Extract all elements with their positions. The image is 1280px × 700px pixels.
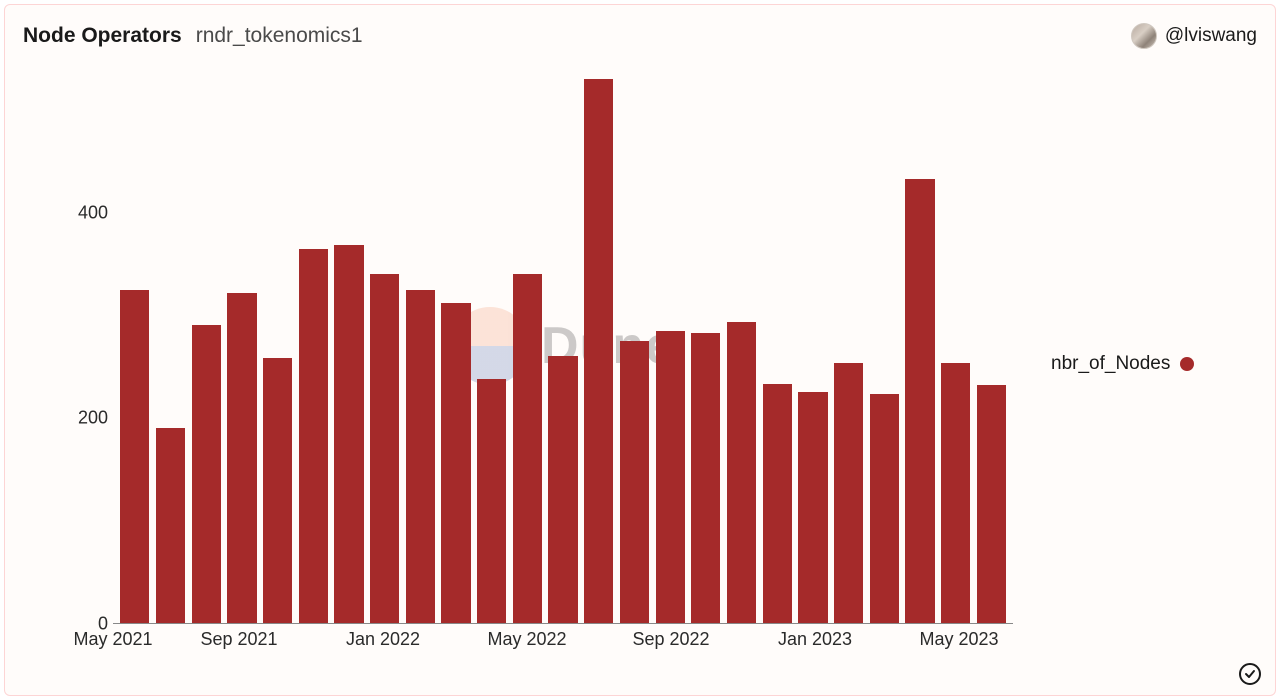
title-group: Node Operators rndr_tokenomics1 [23, 24, 363, 48]
bar[interactable] [617, 69, 653, 623]
x-tick-label: Jan 2022 [346, 629, 420, 650]
legend-marker-icon [1180, 357, 1194, 371]
bar[interactable] [831, 69, 867, 623]
legend: nbr_of_Nodes [1033, 59, 1253, 669]
bar[interactable] [474, 69, 510, 623]
plot-area: 0200400 Dune May 2021Sep 2021Jan 2022May… [23, 59, 1033, 669]
chart-body: 0200400 Dune May 2021Sep 2021Jan 2022May… [23, 59, 1257, 669]
bar[interactable] [260, 69, 296, 623]
bar[interactable] [902, 69, 938, 623]
avatar [1131, 23, 1157, 49]
y-tick-label: 200 [38, 408, 108, 429]
bar[interactable] [295, 69, 331, 623]
plot: Dune [113, 69, 1013, 624]
bar[interactable] [866, 69, 902, 623]
bar[interactable] [438, 69, 474, 623]
x-tick-label: May 2022 [487, 629, 566, 650]
chart-title: Node Operators [23, 24, 182, 48]
y-tick-label: 400 [38, 202, 108, 223]
bar[interactable] [795, 69, 831, 623]
chart-card: Node Operators rndr_tokenomics1 @lviswan… [4, 4, 1276, 696]
bar[interactable] [367, 69, 403, 623]
author-link[interactable]: @lviswang [1131, 23, 1257, 49]
bar[interactable] [188, 69, 224, 623]
chart-subtitle: rndr_tokenomics1 [196, 24, 363, 48]
x-tick-label: Sep 2022 [632, 629, 709, 650]
author-handle: @lviswang [1165, 25, 1257, 47]
bar[interactable] [938, 69, 974, 623]
bar[interactable] [724, 69, 760, 623]
bar-series [113, 69, 1013, 623]
bar[interactable] [652, 69, 688, 623]
checkmark-icon[interactable] [1239, 663, 1261, 685]
x-tick-label: May 2021 [73, 629, 152, 650]
bar[interactable] [510, 69, 546, 623]
bar[interactable] [224, 69, 260, 623]
x-axis-ticks: May 2021Sep 2021Jan 2022May 2022Sep 2022… [113, 629, 1013, 657]
bar[interactable] [153, 69, 189, 623]
bar[interactable] [688, 69, 724, 623]
legend-label: nbr_of_Nodes [1051, 353, 1170, 375]
x-tick-label: May 2023 [919, 629, 998, 650]
x-tick-label: Sep 2021 [200, 629, 277, 650]
bar[interactable] [545, 69, 581, 623]
x-tick-label: Jan 2023 [778, 629, 852, 650]
bar[interactable] [581, 69, 617, 623]
bar[interactable] [403, 69, 439, 623]
bar[interactable] [331, 69, 367, 623]
bar[interactable] [117, 69, 153, 623]
bar[interactable] [974, 69, 1010, 623]
header: Node Operators rndr_tokenomics1 @lviswan… [23, 23, 1257, 49]
bar[interactable] [759, 69, 795, 623]
